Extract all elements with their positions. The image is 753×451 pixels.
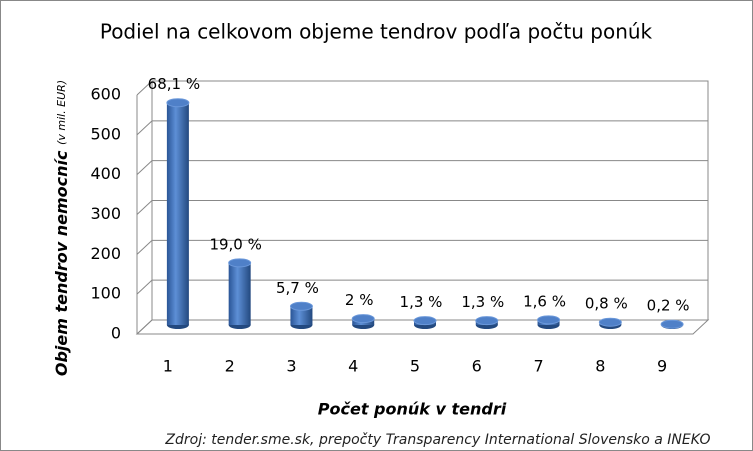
data-label: 0,8 % — [585, 295, 628, 313]
y-tick-label: 0 — [111, 324, 121, 343]
grid-line-side — [136, 319, 153, 335]
bar — [290, 306, 313, 325]
grid-line-side — [136, 239, 153, 255]
bar — [228, 262, 251, 325]
bar-top — [475, 316, 499, 326]
x-tick-label: 8 — [595, 357, 605, 376]
data-label: 1,6 % — [523, 292, 566, 310]
x-tick-label: 3 — [286, 357, 296, 376]
data-label: 1,3 % — [400, 293, 443, 311]
data-label: 0,2 % — [647, 297, 690, 315]
x-tick-label: 5 — [410, 357, 420, 376]
x-axis-title: Počet ponúk v tendri — [318, 400, 507, 419]
bar-top — [413, 316, 437, 326]
y-tick-label: 600 — [90, 85, 121, 104]
y-tick-label: 200 — [90, 244, 121, 263]
grid-line-side — [136, 160, 153, 176]
y-axis-label: Objem tendrov nemocníc — [52, 150, 71, 376]
x-tick-label: 4 — [348, 357, 358, 376]
x-tick-label: 6 — [472, 357, 482, 376]
chart-title: Podiel na celkovom objeme tendrov podľa … — [100, 20, 653, 44]
bar-top — [289, 301, 313, 311]
y-axis-unit: (v mil. EUR) — [55, 80, 68, 145]
x-tick-label: 1 — [163, 357, 173, 376]
bar-top — [351, 314, 375, 324]
bar-top — [660, 319, 684, 329]
y-tick-label: 100 — [90, 284, 121, 303]
data-label: 5,7 % — [276, 279, 319, 297]
bar-top — [598, 317, 622, 327]
data-label: 19,0 % — [209, 235, 261, 253]
grid-line-side — [136, 80, 153, 96]
y-tick-label: 400 — [90, 164, 121, 183]
x-tick-label: 7 — [533, 357, 543, 376]
x-tick-label: 9 — [657, 357, 667, 376]
source-note: Zdroj: tender.sme.sk, prepočty Transpare… — [164, 432, 710, 448]
x-tick-label: 2 — [225, 357, 235, 376]
grid-line-side — [136, 279, 153, 295]
bar — [166, 102, 189, 325]
data-label: 2 % — [345, 291, 374, 309]
grid-line-side — [136, 120, 153, 136]
bar-top — [228, 258, 252, 268]
y-tick-label: 500 — [90, 124, 121, 143]
y-axis-title: Objem tendrov nemocníc (v mil. EUR) — [52, 80, 71, 376]
bar-top — [166, 98, 190, 108]
y-tick-label: 300 — [90, 204, 121, 223]
data-label: 1,3 % — [461, 293, 504, 311]
data-label: 68,1 % — [148, 75, 200, 93]
grid-line-side — [136, 200, 153, 215]
bar-top — [537, 315, 561, 325]
